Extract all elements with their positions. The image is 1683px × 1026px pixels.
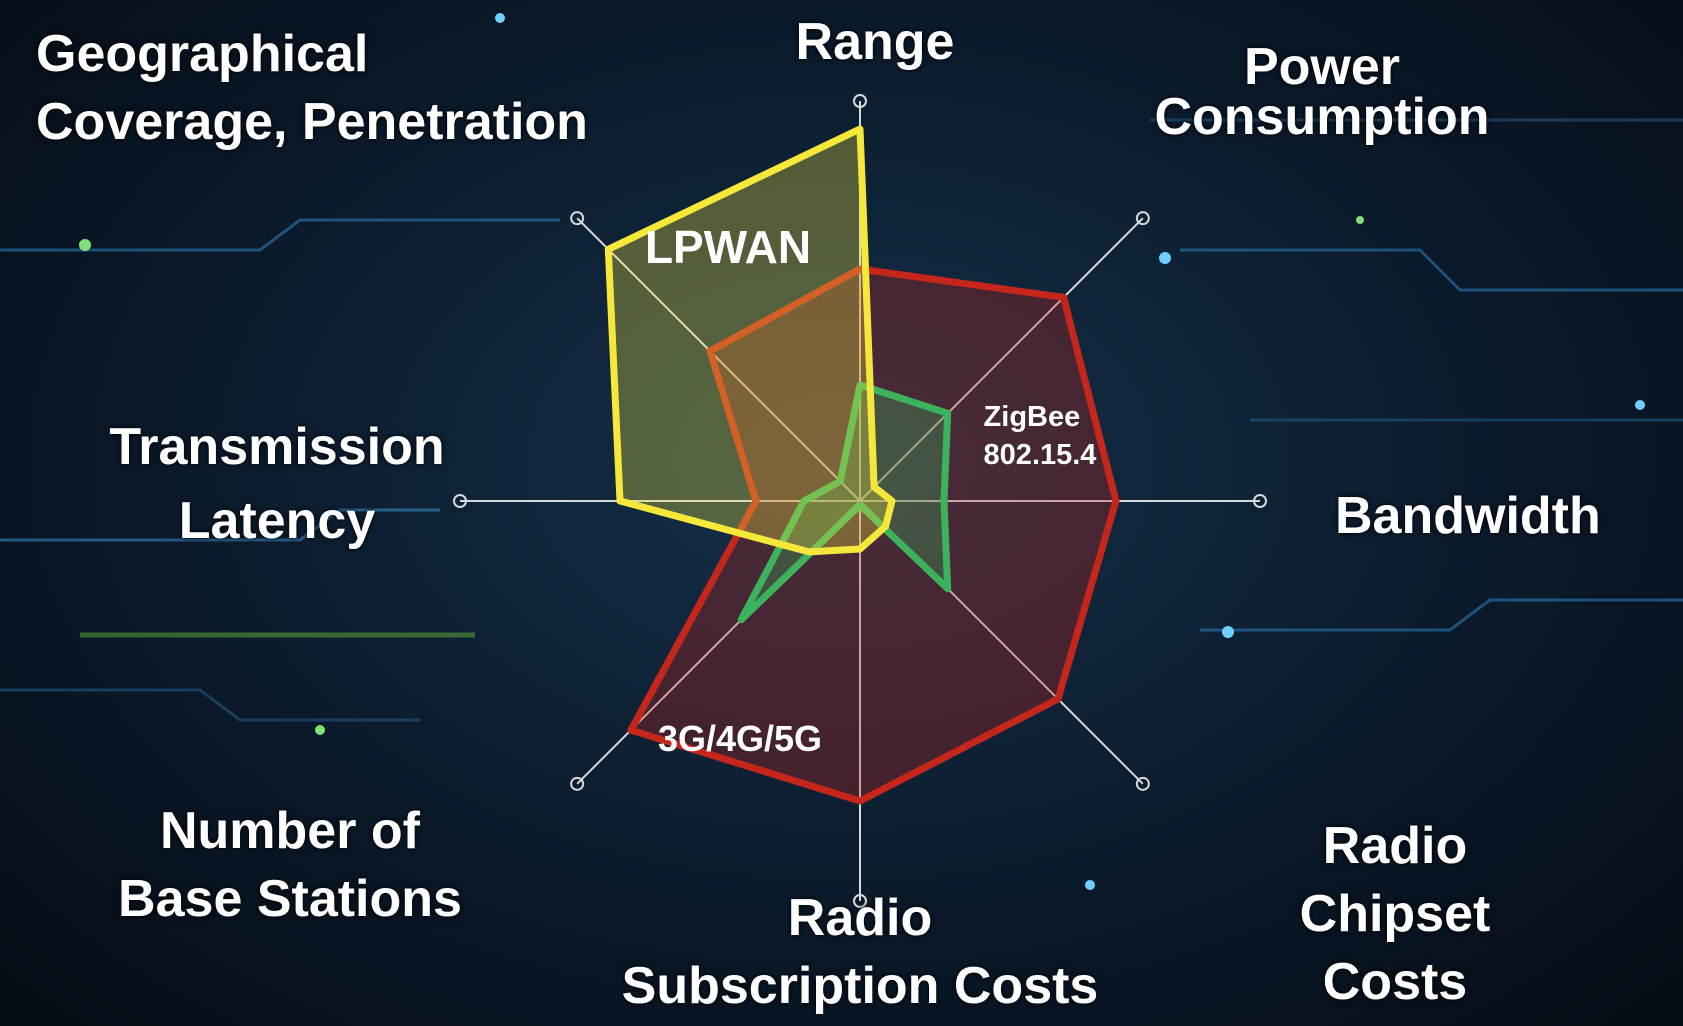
circuit-line — [1200, 600, 1683, 630]
axis-label: Bandwidth — [1335, 482, 1601, 550]
circuit-line — [1180, 250, 1683, 290]
axis-label: Radio Subscription Costs — [622, 884, 1099, 1020]
circuit-line — [0, 690, 420, 720]
dot — [1159, 252, 1171, 264]
axis-label: Geographical Coverage, Penetration — [36, 20, 588, 156]
radar-plot — [454, 95, 1266, 907]
axis-label: Transmission Latency — [109, 410, 444, 558]
series-label: ZigBee 802.15.4 — [984, 398, 1097, 474]
axis-label: Radio Chipset Costs — [1251, 812, 1539, 1016]
dot — [1635, 400, 1645, 410]
series-label: LPWAN — [645, 220, 811, 274]
dot — [1356, 216, 1364, 224]
page: Range Power Consumption Bandwidth Radio … — [0, 0, 1683, 1026]
dot — [315, 725, 325, 735]
axis-label: Number of Base Stations — [118, 797, 462, 933]
series-label: 3G/4G/5G — [658, 718, 822, 760]
axis-label: Range — [796, 8, 955, 76]
axis-label: Power Consumption — [1154, 42, 1489, 142]
dot — [79, 239, 91, 251]
series-polygon — [608, 129, 892, 552]
dot — [1222, 626, 1234, 638]
